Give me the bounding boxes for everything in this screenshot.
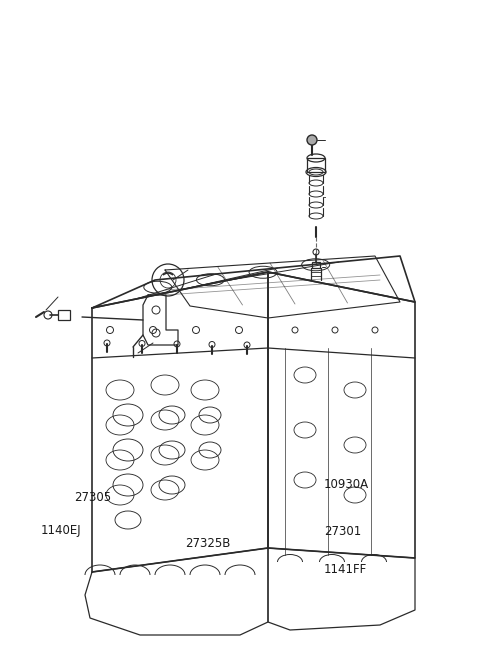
Text: 27305: 27305 xyxy=(74,491,111,504)
Text: 27301: 27301 xyxy=(324,525,361,538)
Text: 1140EJ: 1140EJ xyxy=(41,523,82,537)
Circle shape xyxy=(307,135,317,145)
Bar xyxy=(58,310,70,320)
Bar xyxy=(307,158,325,172)
Text: 27325B: 27325B xyxy=(185,537,230,550)
Text: 10930A: 10930A xyxy=(324,478,369,491)
Bar xyxy=(312,262,320,268)
Text: 1141FF: 1141FF xyxy=(324,563,367,576)
